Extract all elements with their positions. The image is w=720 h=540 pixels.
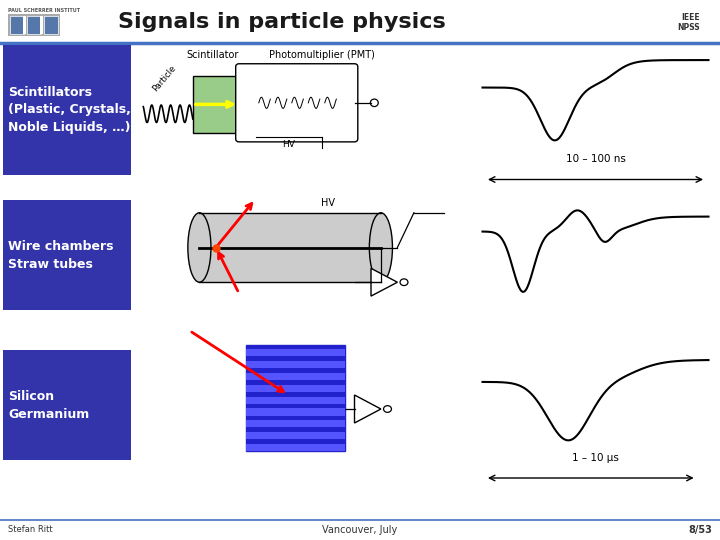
- FancyBboxPatch shape: [235, 64, 358, 142]
- Bar: [27, 16, 41, 34]
- Bar: [3, 45, 131, 175]
- Text: HV: HV: [282, 140, 295, 150]
- Text: 10 – 100 ns: 10 – 100 ns: [566, 154, 626, 164]
- Bar: [246, 373, 345, 380]
- Text: NPSS: NPSS: [678, 23, 700, 31]
- Bar: [246, 385, 345, 392]
- Bar: [246, 432, 345, 439]
- Polygon shape: [354, 395, 381, 423]
- Bar: [246, 420, 345, 427]
- Bar: [246, 396, 345, 404]
- Text: Particle: Particle: [151, 64, 179, 93]
- Bar: [10, 16, 24, 34]
- Bar: [193, 76, 239, 132]
- Text: IEEE: IEEE: [681, 14, 700, 23]
- Bar: [246, 349, 345, 356]
- Text: HV: HV: [322, 198, 336, 208]
- Text: Vancouver, July: Vancouver, July: [323, 525, 397, 535]
- Text: Wire chambers
Straw tubes: Wire chambers Straw tubes: [8, 240, 114, 271]
- Bar: [0, 0, 720, 43]
- Bar: [199, 213, 381, 282]
- Bar: [44, 16, 58, 34]
- Bar: [246, 444, 345, 451]
- Text: Stefan Ritt: Stefan Ritt: [8, 525, 53, 535]
- Text: Signals in particle physics: Signals in particle physics: [118, 12, 446, 32]
- Text: Scintillator: Scintillator: [186, 50, 239, 60]
- Text: 1 – 10 μs: 1 – 10 μs: [572, 453, 619, 463]
- Ellipse shape: [369, 213, 392, 282]
- Ellipse shape: [188, 213, 211, 282]
- Text: 8/53: 8/53: [688, 525, 712, 535]
- Bar: [40, 16, 43, 34]
- Text: Silicon
Germanium: Silicon Germanium: [8, 389, 89, 421]
- Bar: [23, 16, 26, 34]
- Bar: [246, 361, 345, 368]
- Bar: [3, 350, 131, 460]
- Bar: [8, 14, 60, 36]
- Polygon shape: [371, 268, 397, 296]
- Bar: [246, 345, 345, 451]
- Text: Scintillators
(Plastic, Crystals,
Noble Liquids, …): Scintillators (Plastic, Crystals, Noble …: [8, 85, 131, 134]
- Text: PAUL SCHERRER INSTITUT: PAUL SCHERRER INSTITUT: [8, 8, 80, 12]
- Bar: [3, 200, 131, 310]
- Bar: [246, 408, 345, 416]
- Text: Photomultiplier (PMT): Photomultiplier (PMT): [269, 50, 374, 60]
